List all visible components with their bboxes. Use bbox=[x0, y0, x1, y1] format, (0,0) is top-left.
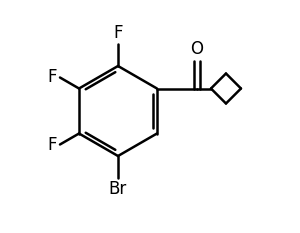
Text: F: F bbox=[113, 24, 123, 42]
Text: O: O bbox=[190, 41, 203, 58]
Text: Br: Br bbox=[109, 180, 127, 198]
Text: F: F bbox=[47, 69, 57, 86]
Text: F: F bbox=[47, 136, 57, 154]
